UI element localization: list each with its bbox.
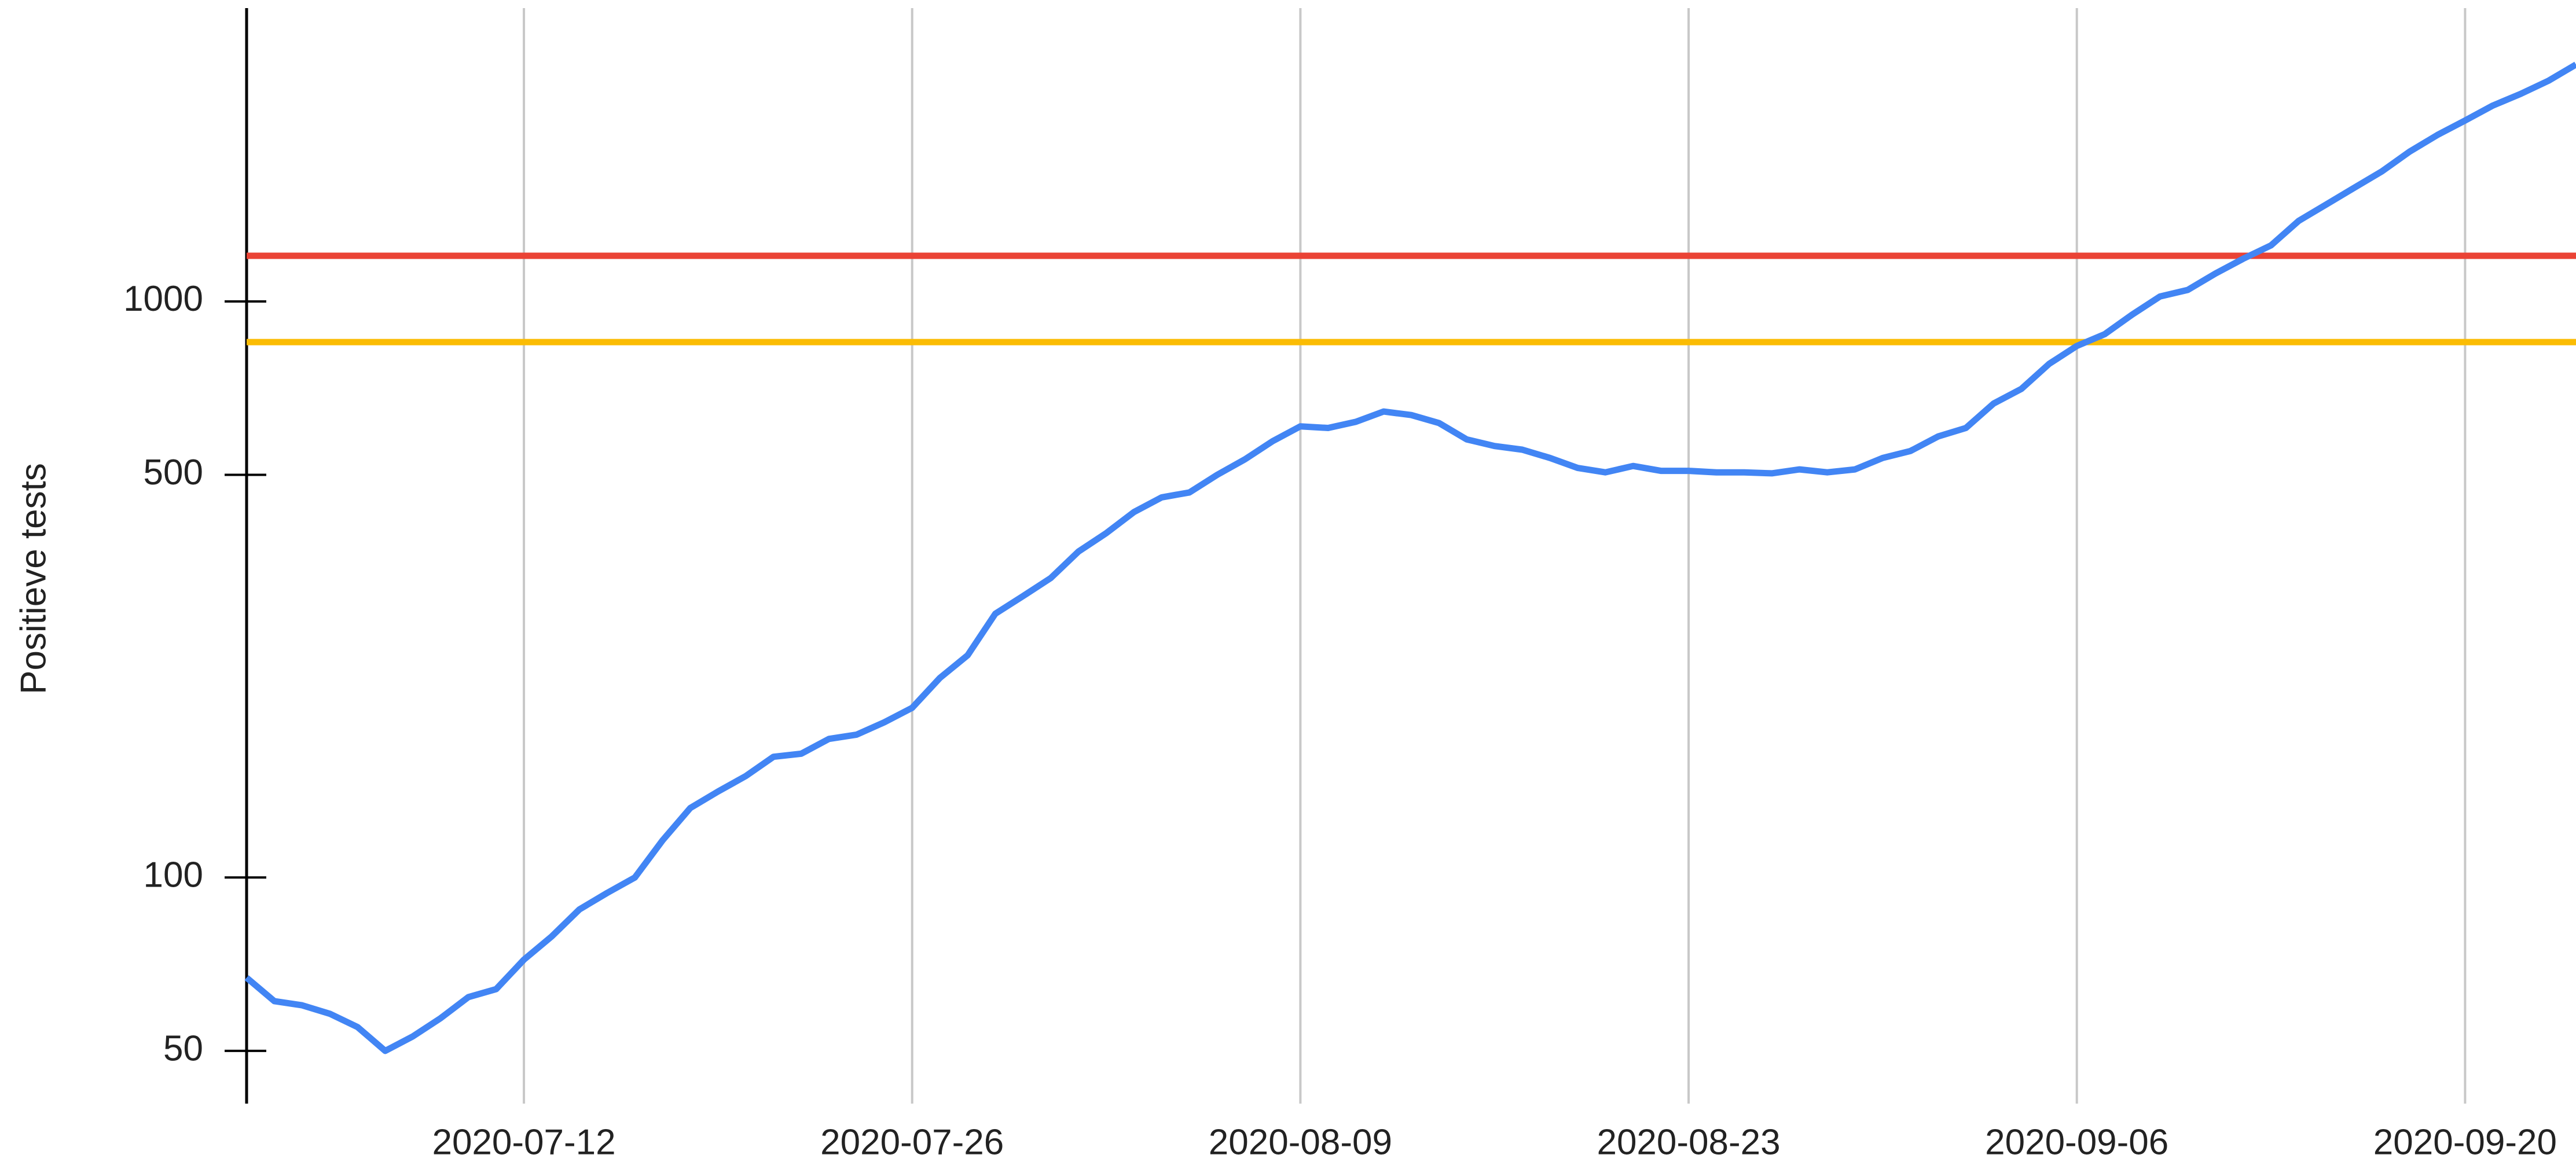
- y-tick-label: 1000: [123, 279, 203, 319]
- y-axis-label: Positieve tests: [13, 463, 53, 694]
- y-tick-label: 500: [144, 453, 203, 492]
- x-tick-label: 2020-08-09: [1209, 1122, 1392, 1162]
- data-line: [244, 61, 2576, 1054]
- x-tick-label: 2020-09-06: [1985, 1122, 2168, 1162]
- x-tick-label: 2020-08-23: [1597, 1122, 1780, 1162]
- y-tick-label: 100: [144, 855, 203, 895]
- x-tick-label: 2020-07-26: [820, 1122, 1004, 1162]
- x-tick-label: 2020-07-12: [432, 1122, 615, 1162]
- x-tick-label: 2020-09-20: [2373, 1122, 2557, 1162]
- y-tick-label: 50: [163, 1028, 203, 1068]
